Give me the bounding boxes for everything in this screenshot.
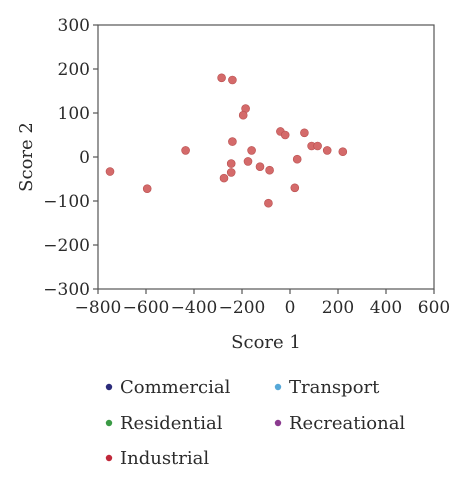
y-tick-label: −100: [43, 192, 90, 212]
legend-item: Residential: [105, 413, 223, 434]
y-tick-label: 100: [58, 104, 90, 124]
legend: Commercial Transport Residential Recreation…: [105, 377, 405, 469]
data-point: [338, 147, 348, 157]
x-tick-label: 600: [418, 298, 450, 318]
legend-item: Industrial: [105, 448, 209, 469]
y-tick-label: 200: [58, 60, 90, 80]
legend-marker: [274, 419, 282, 427]
data-point: [255, 162, 265, 171]
data-point: [322, 146, 332, 155]
legend-label: Transport: [289, 377, 380, 398]
data-point: [217, 73, 226, 83]
data-point: [280, 130, 290, 140]
legend-marker: [105, 419, 113, 427]
data-point: [142, 184, 152, 193]
data-point: [226, 159, 236, 168]
legend-marker: [105, 383, 113, 391]
legend-label: Recreational: [289, 413, 405, 434]
legend-item: Recreational: [274, 413, 405, 434]
x-tick-label: −200: [219, 298, 266, 318]
data-point: [228, 137, 237, 146]
x-tick-label: −800: [75, 298, 122, 318]
axis-ticks: −800 −600 −400 −200 0 200 400 600−300−200−10001…: [43, 16, 450, 318]
x-axis-label: Score 1: [231, 332, 301, 353]
data-point: [243, 157, 253, 166]
y-tick-label: −200: [43, 236, 90, 256]
data-point: [105, 167, 115, 176]
y-tick-label: 0: [79, 148, 90, 168]
data-point: [228, 75, 237, 85]
legend-label: Residential: [120, 413, 223, 434]
legend-item: Commercial: [105, 377, 231, 398]
x-tick-label: 400: [370, 298, 402, 318]
legend-marker: [105, 454, 113, 462]
data-points: [105, 73, 348, 208]
x-tick-label: 0: [285, 298, 296, 318]
data-point: [290, 183, 300, 193]
data-point: [292, 154, 302, 164]
legend-label: Industrial: [120, 448, 209, 469]
data-point: [247, 146, 256, 155]
data-point: [219, 173, 229, 183]
data-point: [238, 110, 248, 120]
x-tick-label: 200: [322, 298, 354, 318]
data-point: [181, 146, 190, 155]
y-axis-label: Score 2: [16, 122, 37, 192]
data-point: [300, 128, 309, 138]
data-point: [226, 168, 236, 177]
data-point: [265, 165, 274, 175]
data-point: [313, 141, 322, 151]
axes: [97, 24, 435, 290]
legend-item: Transport: [274, 377, 380, 398]
x-tick-label: −600: [123, 298, 170, 318]
y-tick-label: −300: [43, 280, 90, 300]
legend-marker: [274, 383, 282, 391]
data-point: [264, 198, 273, 208]
y-tick-label: 300: [58, 16, 90, 36]
legend-label: Commercial: [120, 377, 231, 398]
x-tick-label: −400: [171, 298, 218, 318]
plot-frame: [97, 24, 435, 290]
